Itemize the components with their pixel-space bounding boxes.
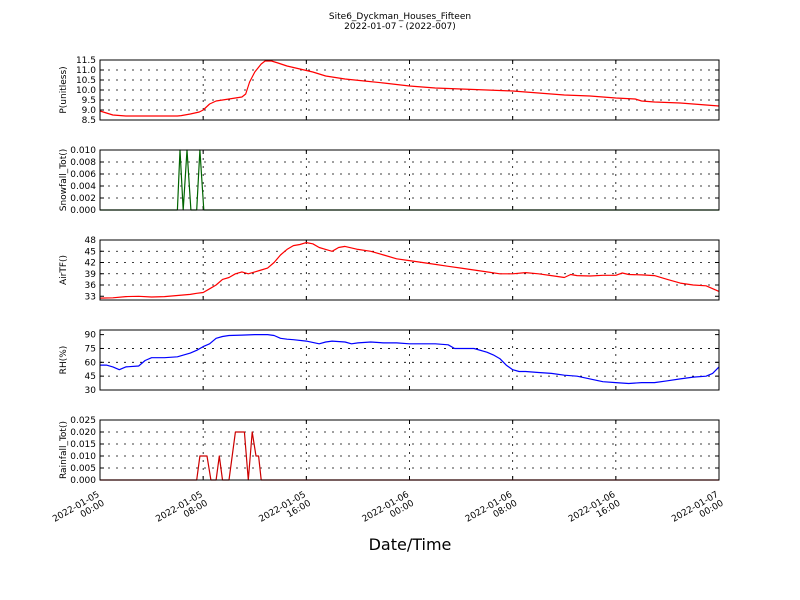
y-tick-label: 0.010	[70, 146, 96, 156]
y-tick-label: 11.0	[76, 66, 96, 76]
y-tick-label: 11.5	[76, 56, 96, 66]
y-tick-label: 0.000	[70, 206, 96, 216]
panel-5: 0.000 0.005 0.010 0.015 0.020 0.025Rainfall_T…	[59, 416, 720, 486]
axes-frame	[99, 239, 720, 301]
y-axis-label: P(unitless)	[59, 66, 69, 113]
y-axis-label: AirTF()	[59, 255, 69, 285]
y-tick-label: 10.5	[76, 76, 96, 86]
y-tick-label: 0.025	[70, 416, 96, 426]
axes-frame	[99, 59, 720, 121]
chart-subtitle: 2022-01-07 - (2022-007)	[344, 22, 456, 32]
y-tick-label: 9.0	[82, 106, 97, 116]
y-tick-label: 36	[85, 281, 97, 291]
axes-frame	[99, 329, 720, 391]
y-tick-label: 0.000	[70, 476, 96, 486]
series-line	[100, 334, 720, 385]
axes-frame	[99, 149, 720, 211]
panels-group: 8.59.09.510.010.511.011.5 P(unitless) 0.00…	[51, 56, 726, 525]
y-tick-label: 45	[85, 247, 96, 257]
y-tick-label: 60	[85, 358, 97, 368]
y-tick-label: 8.5	[82, 116, 96, 126]
y-axis-label: Rainfall_Tot()	[59, 421, 69, 479]
y-tick-label: 0.008	[70, 158, 96, 168]
y-tick-label: 30	[85, 386, 97, 396]
y-axis-label: Snowfall_Tot()	[59, 149, 69, 212]
y-tick-label: 45	[85, 372, 96, 382]
y-tick-label: 0.004	[70, 182, 96, 192]
x-axis-label: Date/Time	[369, 535, 452, 554]
series-line	[99, 242, 720, 299]
series-line	[99, 60, 720, 117]
y-tick-label: 10.0	[76, 86, 96, 96]
panel-1: 8.59.09.510.010.511.011.5 P(unitless)	[59, 56, 720, 126]
y-tick-label: 9.5	[82, 96, 96, 106]
y-tick-label: 0.005	[70, 464, 96, 474]
y-tick-label: 75	[85, 344, 96, 354]
series-line	[100, 431, 719, 481]
y-tick-label: 0.010	[70, 452, 96, 462]
y-tick-label: 0.020	[70, 428, 96, 438]
y-tick-label: 90	[85, 331, 97, 341]
panel-2: 0.000 0.002 0.004 0.006 0.008 0.010Snowfall_T…	[59, 146, 720, 216]
y-tick-label: 39	[85, 270, 97, 280]
y-tick-label: 0.006	[70, 170, 96, 180]
y-tick-label: 33	[85, 292, 96, 302]
axes-frame	[99, 419, 720, 481]
y-tick-label: 42	[85, 259, 96, 269]
y-tick-label: 0.002	[70, 194, 96, 204]
y-axis-label: RH(%)	[59, 346, 69, 375]
y-tick-label: 48	[85, 236, 97, 246]
series-line	[100, 149, 719, 211]
chart-title: Site6_Dyckman_Houses_Fifteen	[329, 12, 471, 22]
panel-4: 30 45 60 75 90 RH(%)	[59, 329, 720, 396]
y-tick-label: 0.015	[70, 440, 96, 450]
